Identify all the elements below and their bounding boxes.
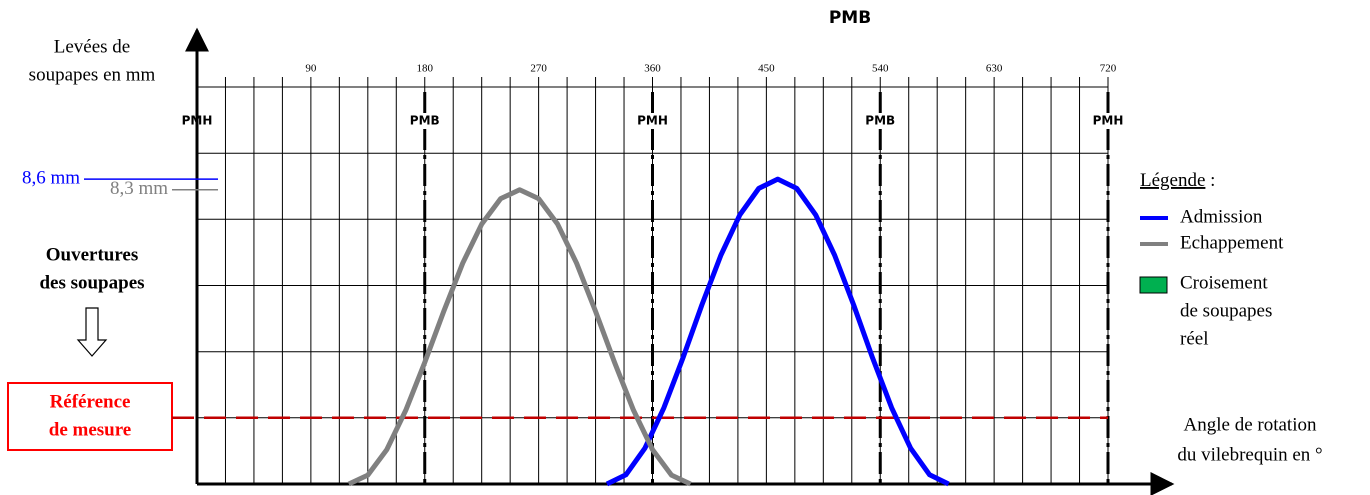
legend-label: Echappement xyxy=(1180,232,1284,253)
legend-title: Légende : xyxy=(1140,170,1215,191)
legend-colon: : xyxy=(1210,170,1215,191)
x-tick-label: 540 xyxy=(872,63,889,75)
phase-label: PMH xyxy=(1093,114,1124,128)
x-label: du vilebrequin en ° xyxy=(1177,444,1322,465)
line-series xyxy=(347,187,692,487)
legend-label: réel xyxy=(1180,328,1208,349)
phase-label-bg xyxy=(634,113,671,129)
phase-label: PMH xyxy=(637,114,668,128)
legend-label: de soupapes xyxy=(1180,300,1272,321)
x-tick-label: 270 xyxy=(530,63,547,75)
x-tick-label: 360 xyxy=(644,63,661,75)
phase-label: PMB xyxy=(410,114,440,128)
openings-label: Ouvertures xyxy=(46,244,139,265)
phase-label: PMB xyxy=(865,114,895,128)
x-tick-label: 450 xyxy=(758,63,775,75)
line-series xyxy=(605,176,950,487)
openings-label: des soupapes xyxy=(39,272,144,293)
x-tick-label: 630 xyxy=(986,63,1003,75)
x-tick-label: 720 xyxy=(1100,63,1117,75)
legend-title-text: Légende xyxy=(1140,170,1205,191)
x-label: Angle de rotation xyxy=(1184,414,1317,435)
peak-label: 8,6 mm xyxy=(22,168,80,189)
legend-label: Croisement xyxy=(1180,272,1268,293)
phase-label-bg xyxy=(406,113,443,129)
x-tick-label: 180 xyxy=(417,63,434,75)
x-tick-label: 90 xyxy=(305,63,317,75)
y-label: soupapes en mm xyxy=(29,64,156,85)
chart-title: PMB xyxy=(829,8,871,28)
down-arrow xyxy=(76,307,108,357)
phase-label-bg xyxy=(862,113,899,129)
legend-swatch xyxy=(1139,276,1168,294)
peak-label: 8,3 mm xyxy=(110,178,168,199)
reference-box xyxy=(7,382,173,451)
legend-label: Admission xyxy=(1180,206,1263,227)
phase-label-bg xyxy=(1090,113,1126,129)
reference-label: de mesure xyxy=(49,419,132,440)
reference-label: Référence xyxy=(50,391,131,412)
y-label: Levées de xyxy=(54,36,130,57)
